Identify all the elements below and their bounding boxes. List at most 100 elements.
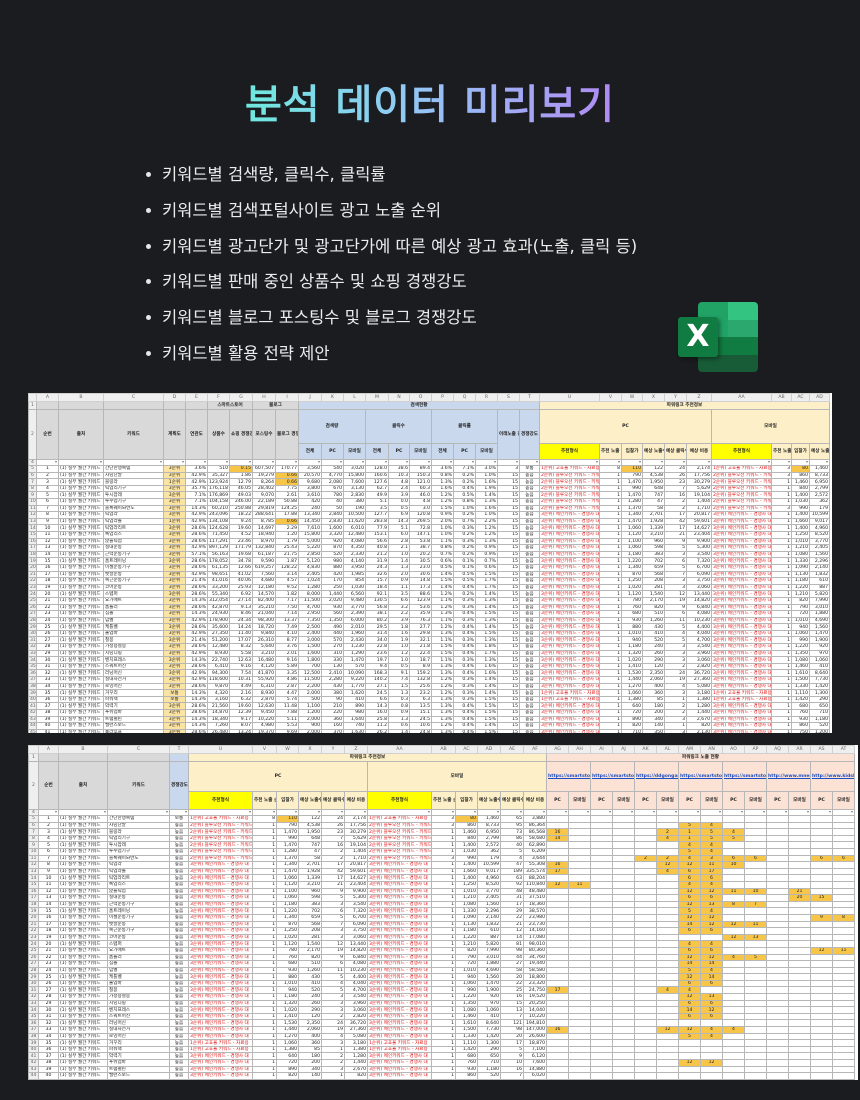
data-cell[interactable]: 2순위) 블루오션 키워드 - 키워드 [188, 834, 253, 843]
data-cell[interactable]: 104,158 [207, 498, 230, 506]
exposure-rank-cell[interactable] [656, 953, 679, 962]
data-cell[interactable]: 1 [599, 643, 622, 651]
data-cell[interactable]: 1,600 [321, 524, 344, 532]
data-cell[interactable]: 4 [664, 629, 687, 638]
column-header-w[interactable]: W [276, 745, 299, 754]
data-cell[interactable]: 1.4 [388, 557, 410, 565]
data-cell[interactable]: 8,520 [809, 531, 830, 539]
data-cell[interactable]: 1.6 [388, 629, 410, 638]
data-cell[interactable]: 3,160 [207, 695, 230, 704]
data-cell[interactable]: 3,060 [344, 933, 368, 942]
data-cell[interactable]: 120.8 [409, 511, 432, 519]
data-cell[interactable]: 1 [431, 1045, 456, 1054]
exposure-rank-cell[interactable] [568, 1072, 591, 1080]
data-cell[interactable]: 0.1% [453, 557, 476, 565]
data-cell[interactable]: 높음 [519, 524, 540, 532]
row-number[interactable]: 6 [28, 821, 39, 830]
data-cell[interactable]: 380 [343, 498, 366, 506]
data-cell[interactable]: 1,180 [276, 993, 299, 1001]
data-cell[interactable]: 710 [276, 1078, 299, 1080]
data-cell[interactable]: (1) 실무 월간 키워드 [58, 993, 108, 1001]
data-cell[interactable]: 1 [252, 940, 277, 948]
data-cell[interactable]: 42.9% [185, 511, 208, 519]
data-cell[interactable]: 차닝단말 [107, 821, 170, 830]
data-cell[interactable]: 3.0 [409, 504, 432, 513]
data-cell[interactable]: 49.9 [365, 491, 389, 499]
data-cell[interactable]: 5,220 [298, 544, 322, 552]
data-cell[interactable]: 40 [38, 1072, 59, 1080]
data-cell[interactable]: 3 [431, 815, 456, 823]
exposure-rank-cell[interactable] [832, 874, 855, 882]
exposure-rank-cell[interactable] [810, 1039, 833, 1047]
exposure-rank-cell[interactable] [766, 986, 789, 995]
data-cell[interactable]: 2순위) 블루오션 키워드 - 키워드 [367, 828, 432, 836]
data-cell[interactable]: 높음 [169, 1072, 189, 1080]
data-cell[interactable]: 21 [500, 920, 524, 929]
exposure-rank-cell[interactable] [634, 1032, 657, 1041]
data-cell[interactable]: 4 [321, 979, 345, 988]
data-cell[interactable]: 1.2% [431, 590, 454, 598]
data-cell[interactable]: 1,060 [621, 524, 643, 532]
advertiser-url-link[interactable]: https://smartstore.naver.com/jama00 [590, 761, 635, 792]
select-all-corner[interactable] [28, 393, 37, 402]
exposure-rank-cell[interactable] [700, 986, 723, 995]
data-cell[interactable]: 2,140 [477, 913, 501, 922]
data-cell[interactable]: 870 [621, 570, 643, 579]
data-cell[interactable]: 2,400 [298, 629, 322, 638]
data-cell[interactable]: 28.6% [185, 590, 208, 598]
exposure-rank-cell[interactable] [590, 848, 613, 856]
exposure-rank-cell[interactable] [590, 940, 613, 948]
data-cell[interactable]: 높음 [169, 861, 189, 869]
data-cell[interactable]: 15 [497, 484, 520, 493]
data-cell[interactable]: 1.5% [475, 702, 498, 710]
data-cell[interactable]: 122 [298, 815, 322, 823]
exposure-rank-cell[interactable] [656, 946, 679, 955]
data-cell[interactable]: 5 [664, 636, 687, 645]
data-cell[interactable]: 2순위) 블루오션 키워드 - 키워드 [539, 471, 600, 480]
data-cell[interactable]: 1,410 [621, 662, 643, 671]
data-cell[interactable]: 1,280 [344, 1052, 368, 1060]
data-cell[interactable]: 860 [455, 1072, 478, 1080]
data-cell[interactable]: 1,470 [276, 841, 299, 849]
data-cell[interactable]: 6.6 [388, 596, 410, 605]
data-cell[interactable]: 178,900 [207, 616, 230, 625]
data-cell[interactable]: 11 [664, 616, 687, 625]
data-cell[interactable]: (1) 실무 월간 키워드 [58, 828, 108, 836]
exposure-rank-cell[interactable] [656, 881, 679, 889]
column-header-o[interactable]: O [409, 393, 432, 402]
data-cell[interactable]: 180 [642, 702, 665, 710]
data-cell[interactable]: 2 [664, 662, 687, 671]
data-cell[interactable]: 높음 [519, 702, 540, 710]
exposure-rank-cell[interactable]: 4 [700, 881, 723, 889]
data-cell[interactable]: 4,080 [344, 960, 368, 968]
data-cell[interactable]: 1 [252, 933, 277, 942]
exposure-rank-cell[interactable] [788, 861, 811, 869]
data-cell[interactable]: 15.1 [409, 709, 432, 717]
data-cell[interactable]: 3 [431, 821, 456, 830]
data-cell[interactable]: 1,400 [791, 511, 810, 519]
data-cell[interactable]: 1 [771, 563, 792, 572]
data-cell[interactable]: 4,690 [809, 616, 830, 625]
data-cell[interactable]: 1.3% [431, 709, 454, 717]
data-cell[interactable]: 28.6% [185, 623, 208, 631]
data-cell[interactable]: 3,180 [686, 689, 712, 697]
data-cell[interactable]: 14.3% [185, 715, 208, 724]
data-cell[interactable]: 16.0 [365, 709, 389, 717]
data-cell[interactable]: 890 [343, 702, 366, 710]
data-cell[interactable]: 710 [477, 1059, 501, 1067]
data-cell[interactable]: 3순위 [163, 491, 186, 499]
data-cell[interactable]: 17,080 [523, 933, 547, 942]
data-cell[interactable]: 0.3% [453, 695, 476, 704]
data-cell[interactable]: 4.10 [275, 629, 299, 638]
data-cell[interactable]: 25.93 [229, 583, 253, 592]
exposure-rank-cell[interactable] [568, 894, 591, 902]
exposure-rank-cell[interactable] [568, 966, 591, 975]
data-cell[interactable]: 1,180 [477, 1065, 501, 1074]
exposure-rank-cell[interactable] [766, 940, 789, 948]
exposure-rank-cell[interactable] [722, 993, 745, 1001]
row-number[interactable]: 33 [28, 649, 37, 658]
data-cell[interactable]: 6,950 [809, 478, 830, 486]
row-number[interactable]: 2 [28, 409, 37, 460]
data-cell[interactable]: 110 [276, 815, 299, 823]
exposure-rank-cell[interactable] [568, 999, 591, 1008]
